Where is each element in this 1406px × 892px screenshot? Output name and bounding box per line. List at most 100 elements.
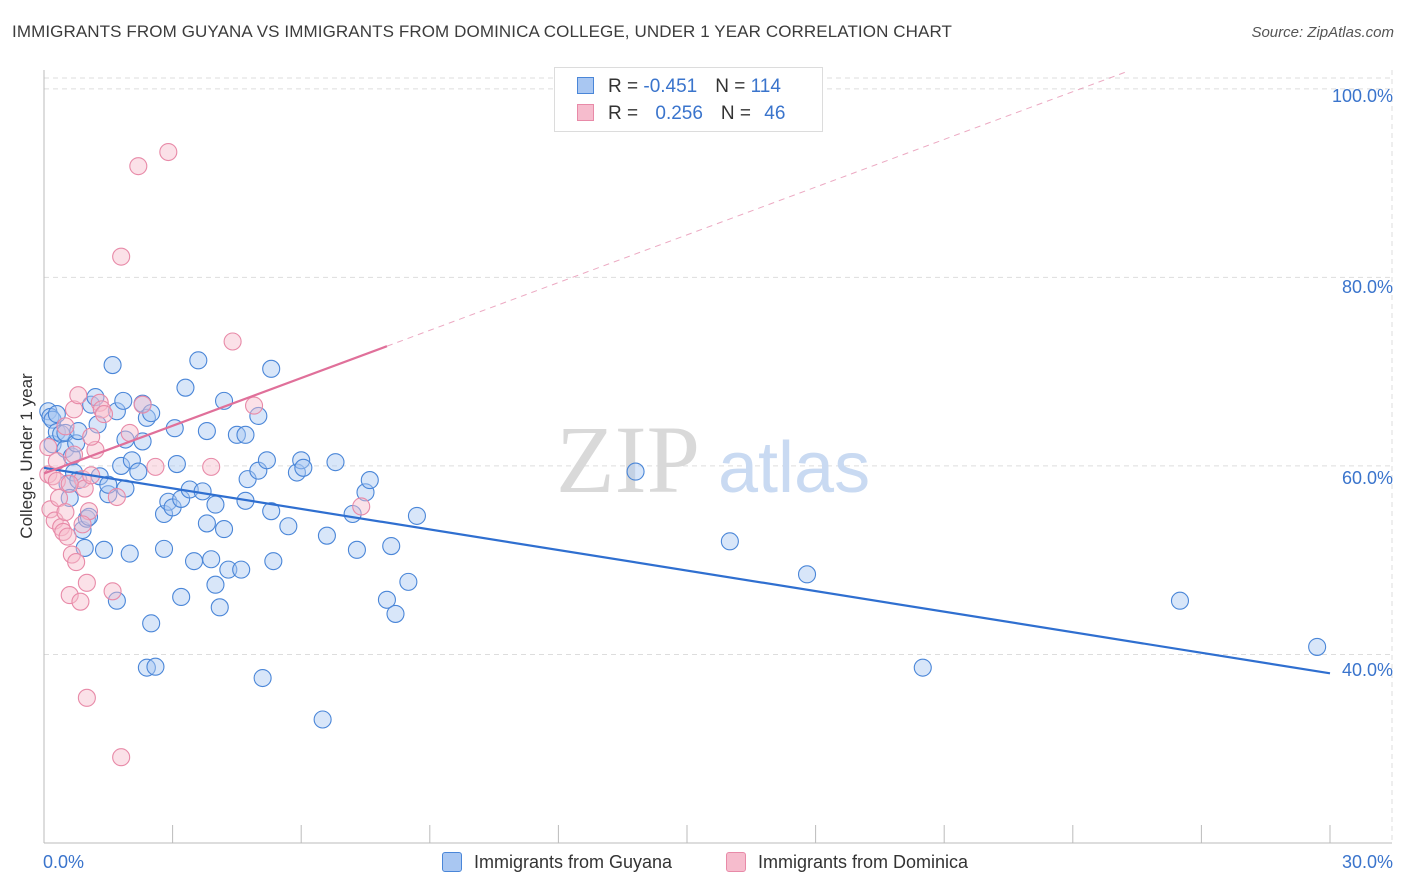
dominica-point xyxy=(64,400,84,419)
guyana-point xyxy=(219,560,238,579)
guyana-point xyxy=(120,544,139,563)
dominica-point xyxy=(60,474,79,493)
dominica-point xyxy=(94,405,114,424)
guyana-point xyxy=(317,526,336,545)
legend-n-label: N = xyxy=(720,103,757,124)
guyana-point xyxy=(360,471,379,490)
guyana-point xyxy=(79,507,99,526)
chart-source: Source: ZipAtlas.com xyxy=(1251,24,1394,41)
guyana-point xyxy=(1170,591,1190,610)
legend-r-label: R = xyxy=(608,103,644,124)
dominica-point xyxy=(73,515,92,534)
dominica-point xyxy=(107,487,126,507)
guyana-point xyxy=(249,406,268,426)
guyana-point xyxy=(257,451,276,470)
y-tick-label: 100.0% xyxy=(1331,86,1393,106)
guyana-point xyxy=(133,432,152,451)
guyana-point xyxy=(720,532,739,551)
guyana-point xyxy=(47,405,66,424)
guyana-point xyxy=(347,540,366,559)
guyana-point xyxy=(407,506,426,525)
y-tick-label: 40.0% xyxy=(1341,660,1393,680)
trend-lines xyxy=(43,71,1331,675)
axes xyxy=(43,70,1392,844)
dominica-point xyxy=(223,332,242,351)
watermark-zip: ZIP xyxy=(556,406,700,513)
guyana-point xyxy=(214,520,234,539)
dominica-point xyxy=(71,592,90,611)
guyana-point xyxy=(103,356,122,375)
y-axis-label: College, Under 1 year xyxy=(17,373,36,539)
bottom-legend-dominica: Immigrants from Dominica xyxy=(726,852,968,873)
guyana-point xyxy=(167,454,186,474)
dominica-point xyxy=(82,427,101,446)
guyana-point xyxy=(210,598,229,617)
bottom-legend-label-dominica: Immigrants from Dominica xyxy=(758,852,969,872)
watermark-atlas: atlas xyxy=(718,428,870,508)
dominica-point xyxy=(58,527,77,546)
bottom-legend-swatch-dominica xyxy=(726,852,746,872)
guyana-point xyxy=(107,591,126,610)
guyana-point xyxy=(236,425,255,444)
dominica-point xyxy=(56,503,75,522)
x-tick-label-right: 30.0% xyxy=(1341,852,1393,872)
guyana-point xyxy=(60,488,79,508)
dominica-point xyxy=(67,553,86,572)
chart-title: IMMIGRANTS FROM GUYANA VS IMMIGRANTS FRO… xyxy=(12,22,953,41)
guyana-point xyxy=(202,550,221,569)
legend-n-value: 46 xyxy=(764,103,786,124)
guyana-point xyxy=(253,668,272,688)
dominica-point xyxy=(112,748,131,767)
guyana-point xyxy=(142,614,161,633)
legend-row-guyana: R = -0.451 N = 114 xyxy=(577,76,781,98)
guyana-point xyxy=(99,475,118,494)
guyana-point xyxy=(94,540,114,559)
legend: R = -0.451 N = 114 R = 0.256 N = 46 xyxy=(554,67,823,132)
dominica-point xyxy=(244,396,264,415)
bottom-legend-swatch-guyana xyxy=(442,852,462,872)
guyana-point xyxy=(197,514,216,533)
guyana-point xyxy=(189,351,208,370)
guyana-point xyxy=(176,378,195,397)
gridlines xyxy=(44,70,1393,843)
guyana-trend-line xyxy=(43,466,1331,675)
guyana-point xyxy=(154,539,174,558)
dominica-point xyxy=(77,688,96,707)
bottom-legend-guyana: Immigrants from Guyana xyxy=(442,852,672,873)
guyana-point xyxy=(112,456,131,475)
dominica-point xyxy=(352,497,371,516)
guyana-point xyxy=(264,552,283,571)
guyana-point xyxy=(326,453,345,472)
dominica-point xyxy=(90,393,109,412)
dominica-point xyxy=(52,518,71,537)
dominica-point xyxy=(69,386,88,405)
y-tick-label: 80.0% xyxy=(1341,277,1393,297)
guyana-point xyxy=(797,565,817,584)
dominica-point xyxy=(202,457,221,476)
dominica-point xyxy=(60,586,79,605)
guyana-point xyxy=(279,517,298,536)
guyana-point xyxy=(122,451,141,470)
guyana-point xyxy=(114,391,133,410)
legend-row-dominica: R = 0.256 N = 46 xyxy=(577,103,785,125)
dominica-point xyxy=(56,417,75,436)
y-tick-label: 60.0% xyxy=(1341,468,1393,488)
dominica-point xyxy=(133,395,152,414)
guyana-point xyxy=(913,658,932,677)
guyana-point xyxy=(146,657,165,676)
guyana-point xyxy=(1308,637,1327,656)
guyana-point xyxy=(206,575,225,594)
dominica-point xyxy=(159,142,178,162)
legend-n-value: 114 xyxy=(750,76,781,97)
watermark: ZIP atlas xyxy=(556,406,870,513)
guyana-point xyxy=(206,495,225,514)
guyana-point xyxy=(294,458,313,477)
dominica-point xyxy=(77,573,96,592)
guyana-point xyxy=(386,604,405,623)
data-points xyxy=(39,142,1327,767)
guyana-point xyxy=(313,710,332,729)
guyana-point xyxy=(197,421,216,441)
legend-swatch-guyana xyxy=(577,77,594,94)
guyana-point xyxy=(262,359,281,378)
